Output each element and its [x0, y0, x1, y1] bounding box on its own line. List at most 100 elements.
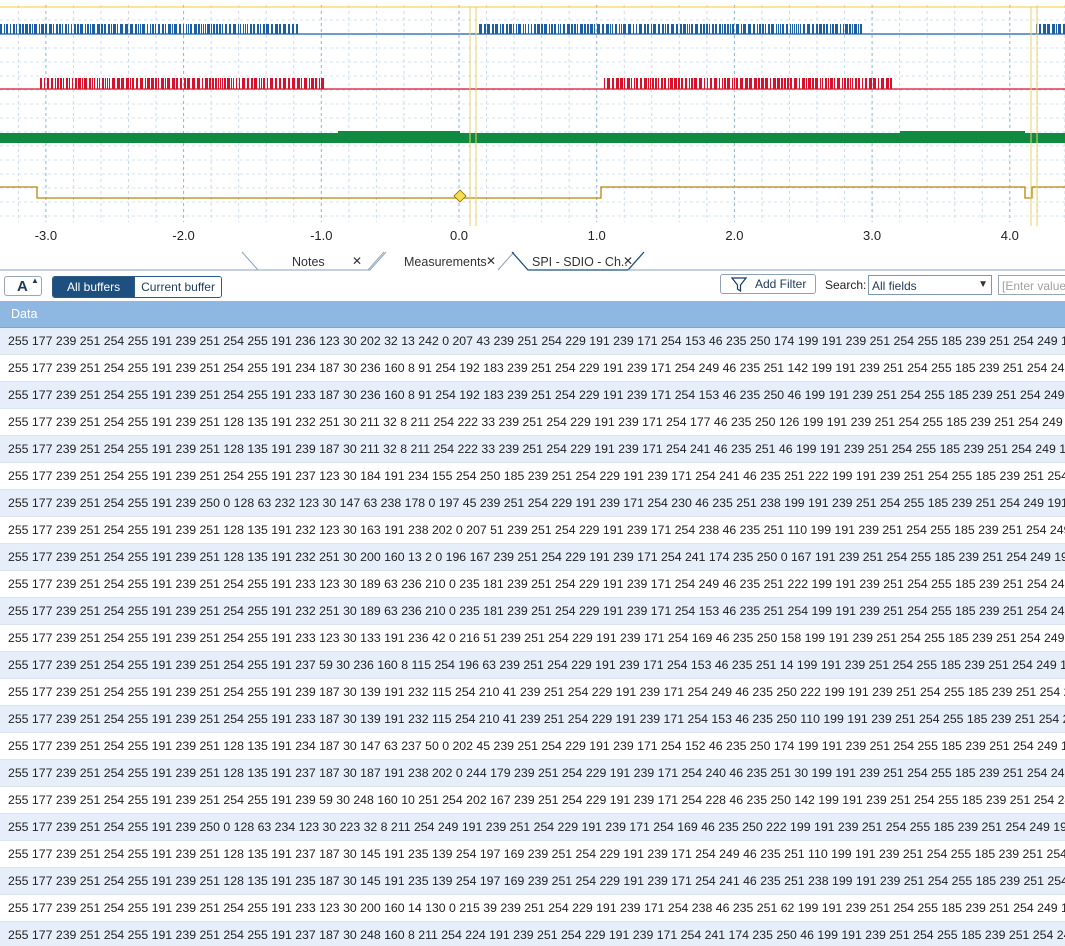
channel-2-burst — [140, 78, 143, 89]
channel-2-burst — [231, 78, 232, 89]
table-row[interactable]: 255 177 239 251 254 255 191 239 251 128 … — [0, 868, 1065, 895]
channel-2-burst — [197, 78, 200, 89]
table-row[interactable]: 255 177 239 251 254 255 191 239 251 254 … — [0, 463, 1065, 490]
channel-2-burst — [842, 78, 843, 89]
channel-1-burst — [574, 24, 576, 34]
table-row[interactable]: 255 177 239 251 254 255 191 239 251 128 … — [0, 841, 1065, 868]
table-row[interactable]: 255 177 239 251 254 255 191 239 251 254 … — [0, 679, 1065, 706]
channel-1-burst — [843, 24, 844, 34]
table-row[interactable]: 255 177 239 251 254 255 191 239 251 254 … — [0, 652, 1065, 679]
channel-2-burst — [311, 78, 314, 89]
channel-1-burst — [87, 24, 89, 34]
channel-1-burst — [826, 24, 828, 34]
all-buffers-button[interactable]: All buffers — [53, 277, 135, 297]
channel-2-burst — [878, 78, 879, 89]
channel-1-burst — [830, 24, 831, 34]
channel-1-burst — [213, 24, 215, 34]
channel-1-burst — [832, 24, 834, 34]
channel-1-burst — [260, 24, 261, 34]
channel-2-burst — [209, 78, 211, 89]
close-icon[interactable]: ✕ — [623, 254, 634, 268]
table-row[interactable]: 255 177 239 251 254 255 191 239 251 254 … — [0, 328, 1065, 355]
table-row[interactable]: 255 177 239 251 254 255 191 239 251 128 … — [0, 409, 1065, 436]
table-row[interactable]: 255 177 239 251 254 255 191 239 251 254 … — [0, 355, 1065, 382]
channel-1-burst — [29, 24, 31, 34]
font-size-button[interactable]: A ▲ — [4, 276, 42, 296]
channel-2-burst — [117, 78, 120, 89]
table-row[interactable]: 255 177 239 251 254 255 191 239 251 128 … — [0, 517, 1065, 544]
table-row[interactable]: 255 177 239 251 254 255 191 239 251 128 … — [0, 733, 1065, 760]
channel-1-burst — [111, 24, 112, 34]
channel-1-burst — [658, 24, 660, 34]
channel-1-burst — [544, 24, 547, 34]
channel-2-burst — [873, 78, 876, 89]
table-row[interactable]: 255 177 239 251 254 255 191 239 251 254 … — [0, 571, 1065, 598]
table-row[interactable]: 255 177 239 251 254 255 191 239 251 128 … — [0, 436, 1065, 463]
channel-1-burst — [32, 24, 33, 34]
tab-measurements[interactable]: Measurements ✕ — [386, 251, 498, 273]
channel-2-burst — [218, 78, 219, 89]
channel-1-burst — [25, 24, 28, 34]
search-label: Search: — [825, 278, 867, 292]
channel-1-burst — [819, 24, 822, 34]
table-row[interactable]: 255 177 239 251 254 255 191 239 251 254 … — [0, 922, 1065, 946]
buffer-toggle: All buffers Current buffer — [52, 276, 222, 298]
table-row[interactable]: 255 177 239 251 254 255 191 239 251 254 … — [0, 895, 1065, 922]
channel-1-burst — [45, 24, 47, 34]
channel-1-burst — [812, 24, 814, 34]
channel-1-burst — [762, 24, 764, 34]
channel-2-burst — [658, 78, 659, 89]
channel-2-burst — [714, 78, 717, 89]
channel-1-burst — [610, 24, 611, 34]
channel-2-burst — [44, 78, 45, 89]
channel-1-burst — [484, 24, 486, 34]
channel-2-burst — [147, 78, 150, 89]
tab-notes[interactable]: Notes ✕ — [258, 251, 370, 273]
channel-2-burst — [754, 78, 757, 89]
add-filter-button[interactable]: Add Filter — [720, 274, 816, 294]
channel-2-burst — [233, 78, 234, 89]
channel-1-burst — [1039, 24, 1041, 34]
channel-1-burst — [796, 24, 797, 34]
table-row[interactable]: 255 177 239 251 254 255 191 239 250 0 12… — [0, 814, 1065, 841]
channel-1-burst — [748, 24, 751, 34]
channel-2-burst — [301, 78, 302, 89]
channel-1-burst — [71, 24, 72, 34]
channel-1-burst — [198, 24, 200, 34]
channel-2-burst — [685, 78, 687, 89]
channel-1-burst — [577, 24, 578, 34]
channel-1-burst — [155, 24, 156, 34]
channel-2-burst — [631, 78, 632, 89]
channel-2-burst — [220, 78, 221, 89]
waveform-display[interactable] — [0, 0, 1065, 248]
table-row[interactable]: 255 177 239 251 254 255 191 239 251 254 … — [0, 625, 1065, 652]
channel-2-burst — [57, 78, 59, 89]
channel-2-burst — [612, 78, 614, 89]
table-row[interactable]: 255 177 239 251 254 255 191 239 251 128 … — [0, 760, 1065, 787]
channel-2-burst — [47, 78, 49, 89]
channel-2-burst — [802, 78, 805, 89]
table-row[interactable]: 255 177 239 251 254 255 191 239 251 254 … — [0, 382, 1065, 409]
table-row[interactable]: 255 177 239 251 254 255 191 239 251 254 … — [0, 598, 1065, 625]
channel-1-burst — [207, 24, 210, 34]
current-buffer-button[interactable]: Current buffer — [134, 277, 221, 297]
close-icon[interactable]: ✕ — [486, 254, 497, 268]
table-row[interactable]: 255 177 239 251 254 255 191 239 251 254 … — [0, 706, 1065, 733]
table-row[interactable]: 255 177 239 251 254 255 191 239 251 128 … — [0, 544, 1065, 571]
channel-2-burst — [267, 78, 268, 89]
table-row[interactable]: 255 177 239 251 254 255 191 239 250 0 12… — [0, 490, 1065, 517]
column-header-data[interactable]: Data — [0, 301, 1065, 328]
search-value-input[interactable] — [998, 275, 1065, 295]
channel-1-burst — [845, 24, 848, 34]
channel-2-burst — [890, 78, 892, 89]
channel-2-burst — [66, 78, 68, 89]
search-field-select[interactable]: All fields ▼ — [868, 275, 992, 295]
channel-1-burst — [823, 24, 825, 34]
channel-2-burst — [151, 78, 154, 89]
tab-spi-sdio[interactable]: SPI - SDIO - Ch.. ✕ — [528, 251, 633, 273]
table-row[interactable]: 255 177 239 251 254 255 191 239 251 254 … — [0, 787, 1065, 814]
channel-2-burst — [279, 78, 281, 89]
channel-2-burst — [736, 78, 738, 89]
time-tick-label: -1.0 — [310, 228, 333, 243]
close-icon[interactable]: ✕ — [352, 254, 363, 268]
